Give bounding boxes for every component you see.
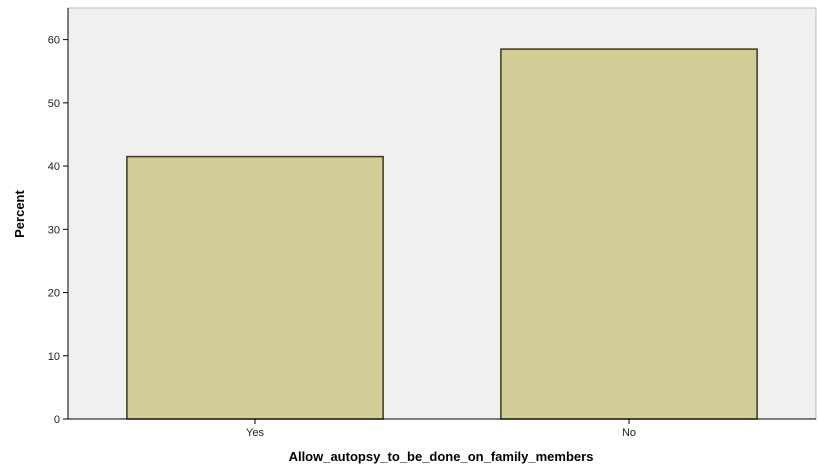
axes-layer: Yes No 0 10 20 30 40 50 60 bbox=[48, 8, 816, 439]
y-tick-label: 30 bbox=[48, 224, 60, 236]
x-tick-label: No bbox=[622, 427, 636, 439]
y-axis-title: Percent bbox=[12, 189, 27, 237]
y-tick-label: 20 bbox=[48, 288, 60, 300]
bar-no bbox=[500, 48, 758, 420]
y-tick-label: 10 bbox=[48, 351, 60, 363]
y-tick-label: 40 bbox=[48, 161, 60, 173]
x-axis-title: Allow_autopsy_to_be_done_on_family_membe… bbox=[289, 449, 594, 464]
y-tick-label: 0 bbox=[54, 414, 60, 426]
y-tick-label: 50 bbox=[48, 98, 60, 110]
bar-yes bbox=[126, 155, 384, 420]
bars-layer bbox=[126, 48, 758, 420]
y-tick-label: 60 bbox=[48, 35, 60, 47]
x-tick-label: Yes bbox=[246, 427, 264, 439]
